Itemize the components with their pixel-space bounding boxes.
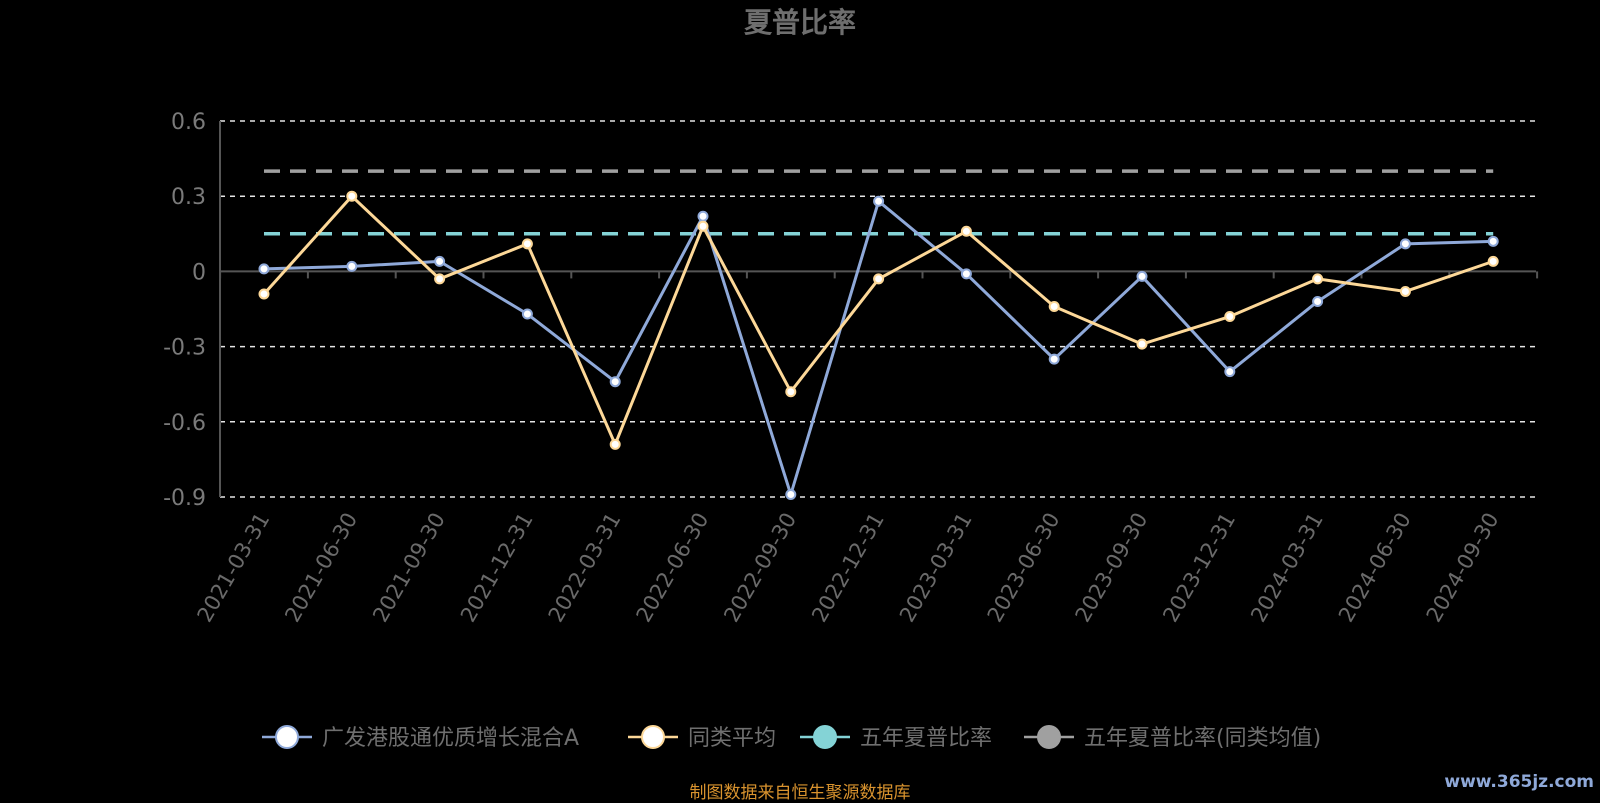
data-point[interactable] — [258, 288, 270, 300]
data-point[interactable] — [434, 255, 446, 267]
data-point[interactable] — [346, 260, 358, 272]
data-point[interactable] — [1399, 285, 1411, 297]
y-tick-label: 0.6 — [171, 110, 206, 135]
data-source-note: 制图数据来自恒生聚源数据库 — [689, 783, 911, 803]
grid — [220, 120, 1536, 498]
legend-item[interactable]: 五年夏普比率 — [800, 725, 992, 751]
legend-item[interactable]: 同类平均 — [628, 725, 776, 751]
x-tick-label: 2023-12-31 — [1158, 509, 1240, 627]
data-point[interactable] — [697, 220, 709, 232]
data-point[interactable] — [785, 488, 797, 500]
data-point[interactable] — [873, 195, 885, 207]
x-tick-label: 2021-06-30 — [280, 509, 362, 627]
data-point[interactable] — [1136, 338, 1148, 350]
data-point[interactable] — [521, 238, 533, 250]
data-point[interactable] — [346, 190, 358, 202]
data-point[interactable] — [1487, 235, 1499, 247]
data-point[interactable] — [873, 273, 885, 285]
x-tick-label: 2023-03-31 — [895, 509, 977, 627]
y-tick-label: -0.6 — [163, 411, 206, 436]
data-point[interactable] — [1048, 353, 1060, 365]
legend-item[interactable]: 五年夏普比率(同类均值) — [1024, 725, 1321, 751]
legend-item[interactable]: 广发港股通优质增长混合A — [262, 725, 579, 751]
x-tick-label: 2023-09-30 — [1071, 509, 1153, 627]
data-point[interactable] — [1048, 300, 1060, 312]
x-tick-label: 2022-09-30 — [719, 509, 801, 627]
series-layer — [258, 169, 1499, 500]
x-tick-label: 2024-09-30 — [1422, 509, 1504, 627]
data-point[interactable] — [960, 225, 972, 237]
legend-marker — [813, 725, 837, 749]
x-tick-label: 2021-09-30 — [368, 508, 450, 626]
x-tick-label: 2022-06-30 — [632, 509, 714, 627]
data-point[interactable] — [960, 268, 972, 280]
legend-marker — [275, 725, 299, 749]
x-tick-label: 2021-03-31 — [193, 509, 275, 627]
x-tick-label: 2022-03-31 — [544, 509, 626, 627]
data-point[interactable] — [1312, 295, 1324, 307]
x-tick-label: 2022-12-31 — [807, 509, 889, 627]
data-point[interactable] — [697, 210, 709, 222]
data-point[interactable] — [1312, 273, 1324, 285]
legend-marker — [641, 725, 665, 749]
x-tick-label: 2024-06-30 — [1334, 509, 1416, 627]
data-point[interactable] — [1136, 270, 1148, 282]
legend-label: 五年夏普比率 — [860, 726, 992, 751]
data-point[interactable] — [1224, 366, 1236, 378]
data-point[interactable] — [1487, 255, 1499, 267]
x-tick-label: 2024-03-31 — [1246, 509, 1328, 627]
legend-marker — [1037, 725, 1061, 749]
legend[interactable]: 广发港股通优质增长混合A 同类平均 五年夏普比率 五年夏普比率(同类均值) — [262, 725, 1321, 751]
data-point[interactable] — [785, 386, 797, 398]
legend-label: 五年夏普比率(同类均值) — [1084, 726, 1321, 751]
data-point[interactable] — [434, 273, 446, 285]
chart-title: 夏普比率 — [744, 6, 856, 39]
x-tick-label: 2021-12-31 — [456, 509, 538, 627]
legend-label: 同类平均 — [688, 726, 776, 751]
series-line-0 — [263, 199, 1494, 496]
y-tick-label: -0.9 — [163, 486, 206, 511]
site-watermark[interactable]: www.365jz.com — [1444, 772, 1594, 792]
data-point[interactable] — [258, 263, 270, 275]
y-tick-label: 0.3 — [171, 185, 206, 210]
x-tick-label: 2023-06-30 — [983, 509, 1065, 627]
y-tick-label: -0.3 — [163, 336, 206, 361]
data-point[interactable] — [609, 438, 621, 450]
legend-label: 广发港股通优质增长混合A — [322, 726, 579, 751]
data-point[interactable] — [1224, 311, 1236, 323]
data-point[interactable] — [609, 376, 621, 388]
data-point[interactable] — [1399, 238, 1411, 250]
data-point[interactable] — [521, 308, 533, 320]
y-tick-label: 0 — [192, 260, 206, 285]
